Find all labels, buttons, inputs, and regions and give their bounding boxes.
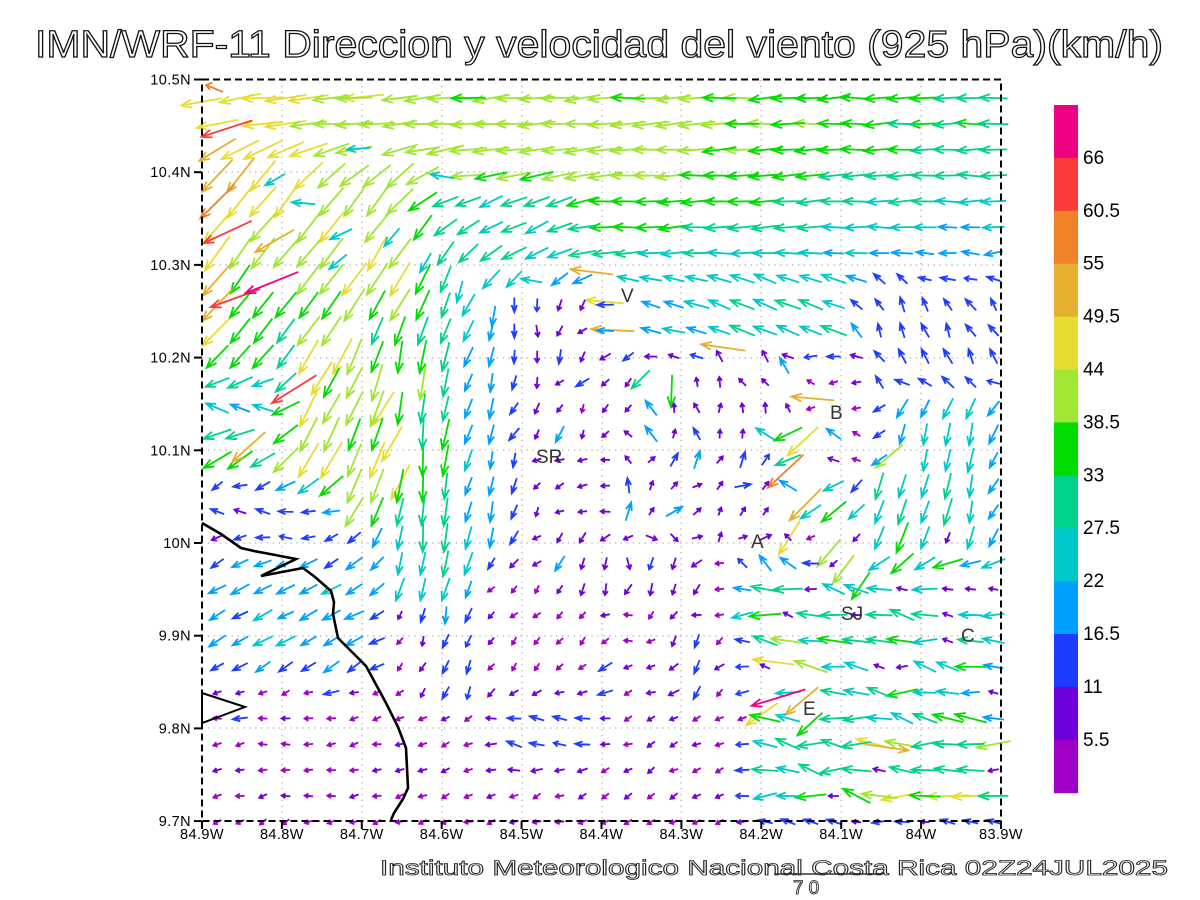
svg-text:84.9W: 84.9W [180, 827, 224, 843]
svg-text:49.5: 49.5 [1083, 307, 1120, 328]
svg-text:SR: SR [536, 447, 562, 468]
svg-text:84.5W: 84.5W [500, 827, 544, 843]
svg-text:60.5: 60.5 [1083, 201, 1120, 222]
svg-text:84.1W: 84.1W [819, 827, 863, 843]
svg-text:10.5N: 10.5N [150, 73, 191, 89]
svg-text:66: 66 [1083, 148, 1104, 169]
svg-text:44: 44 [1083, 360, 1105, 381]
svg-text:33: 33 [1083, 465, 1104, 486]
svg-text:10.3N: 10.3N [150, 258, 191, 274]
svg-text:84.2W: 84.2W [739, 827, 783, 843]
svg-text:10.2N: 10.2N [150, 351, 191, 367]
svg-text:9.8N: 9.8N [159, 721, 191, 737]
svg-text:84W: 84W [906, 827, 937, 843]
svg-text:38.5: 38.5 [1083, 412, 1120, 433]
svg-text:84.7W: 84.7W [340, 827, 384, 843]
svg-text:5.5: 5.5 [1083, 730, 1109, 751]
svg-text:27.5: 27.5 [1083, 518, 1120, 539]
svg-text:84.6W: 84.6W [420, 827, 464, 843]
svg-text:84.8W: 84.8W [260, 827, 304, 843]
svg-text:10.4N: 10.4N [150, 165, 191, 181]
svg-text:C: C [961, 626, 975, 647]
svg-text:Instituto Meteorologico Nacion: Instituto Meteorologico Nacional Costa R… [380, 857, 1168, 880]
svg-text:84.3W: 84.3W [659, 827, 703, 843]
svg-text:16.5: 16.5 [1083, 624, 1120, 645]
svg-text:B: B [830, 403, 843, 424]
svg-text:9.9N: 9.9N [159, 629, 191, 645]
svg-text:11: 11 [1083, 677, 1103, 698]
svg-text:IMN/WRF-11 Direccion y velocid: IMN/WRF-11 Direccion y velocidad del vie… [35, 24, 1163, 66]
svg-text:A: A [751, 532, 764, 553]
svg-text:55: 55 [1083, 254, 1104, 275]
svg-text:84.4W: 84.4W [580, 827, 624, 843]
svg-text:70: 70 [793, 878, 824, 899]
svg-text:10N: 10N [163, 536, 191, 552]
svg-text:SJ: SJ [841, 604, 863, 625]
svg-text:V: V [621, 286, 634, 307]
svg-text:22: 22 [1083, 571, 1104, 592]
svg-text:9.7N: 9.7N [159, 814, 191, 830]
svg-text:E: E [803, 699, 816, 720]
svg-text:10.1N: 10.1N [150, 443, 191, 459]
svg-text:83.9W: 83.9W [979, 827, 1023, 843]
